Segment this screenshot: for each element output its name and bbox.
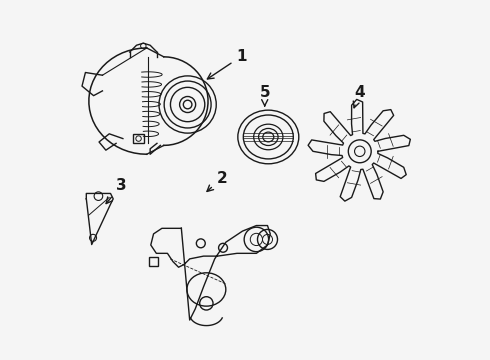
Text: 5: 5 xyxy=(259,85,270,106)
Text: 3: 3 xyxy=(106,178,126,203)
Text: 1: 1 xyxy=(207,49,246,79)
Text: 2: 2 xyxy=(207,171,227,192)
Text: 4: 4 xyxy=(353,85,365,108)
